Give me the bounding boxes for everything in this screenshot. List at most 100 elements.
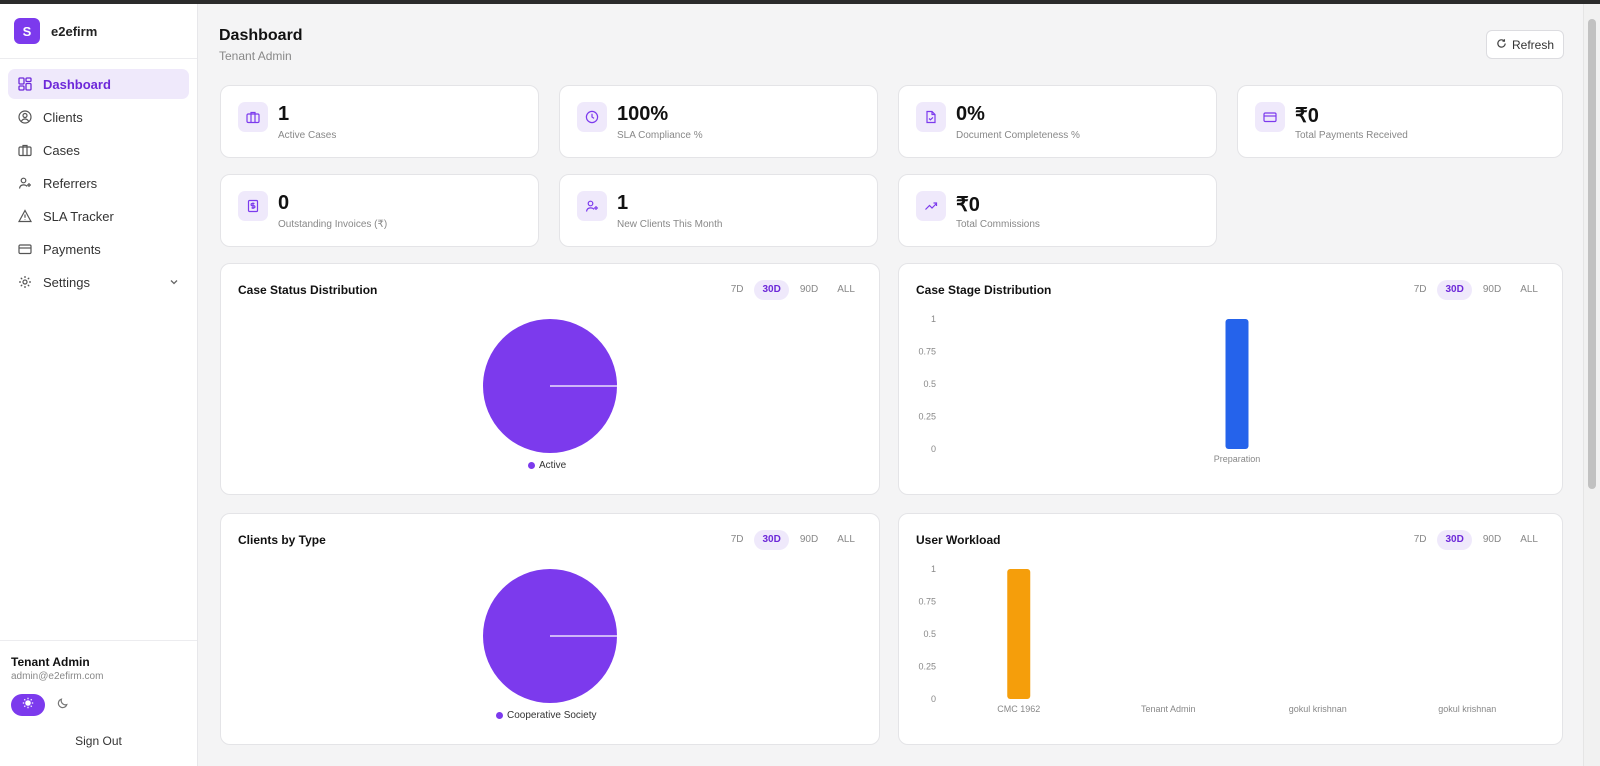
- bar-chart: 1 0.75 0.5 0.25 0 Preparation: [918, 314, 1261, 464]
- light-mode-button[interactable]: [11, 694, 45, 716]
- document-check-icon: [916, 102, 946, 132]
- range-filter: 7D 30D 90D ALL: [1403, 280, 1546, 300]
- gear-icon: [18, 275, 32, 289]
- range-filter: 7D 30D 90D ALL: [720, 280, 863, 300]
- x-tick-label: Tenant Admin: [1141, 704, 1196, 714]
- user-panel: Tenant Admin admin@e2efirm.com Sign Out: [0, 640, 197, 766]
- range-7d[interactable]: 7D: [1413, 284, 1427, 295]
- dark-mode-button[interactable]: [51, 694, 75, 716]
- briefcase-icon: [238, 102, 268, 132]
- chart-title: Case Stage Distribution: [916, 283, 1052, 297]
- stat-card-total-commissions: ₹0 Total Commissions: [898, 174, 1217, 247]
- legend-dot: [528, 462, 535, 469]
- range-all[interactable]: ALL: [837, 534, 855, 545]
- chart-title: Clients by Type: [238, 533, 326, 547]
- bar-chart: 1 0.75 0.5 0.25 0 CMC 1962 Tenant Admin gokul k…: [918, 564, 1496, 714]
- sidebar-item-label: SLA Tracker: [43, 208, 114, 224]
- range-filter: 7D 30D 90D ALL: [720, 530, 863, 550]
- stat-label: Total Commissions: [956, 219, 1040, 230]
- stat-value: 0: [278, 192, 290, 214]
- x-tick-label: gokul krishnan: [1438, 704, 1496, 714]
- clock-icon: [577, 102, 607, 132]
- stat-value: 100%: [617, 103, 669, 125]
- range-90d[interactable]: 90D: [1482, 534, 1502, 545]
- y-tick-label: 0.25: [918, 412, 936, 422]
- user-plus-icon: [18, 176, 32, 190]
- range-90d[interactable]: 90D: [799, 534, 819, 545]
- refresh-button[interactable]: Refresh: [1486, 30, 1564, 59]
- stat-value: 0%: [956, 103, 985, 125]
- y-tick-label: 0: [931, 694, 936, 704]
- page-subtitle: Tenant Admin: [219, 49, 292, 63]
- sign-out-button[interactable]: Sign Out: [75, 734, 122, 748]
- range-30d[interactable]: 30D: [1437, 530, 1472, 550]
- stat-value: 1: [278, 103, 290, 125]
- y-tick-label: 0.75: [918, 597, 936, 607]
- moon-icon: [57, 696, 69, 714]
- sidebar-item-clients[interactable]: Clients: [8, 102, 189, 132]
- sidebar-item-dashboard[interactable]: Dashboard: [8, 69, 189, 99]
- range-30d[interactable]: 30D: [754, 280, 789, 300]
- scrollbar-thumb[interactable]: [1588, 19, 1596, 489]
- stat-label: Document Completeness %: [956, 130, 1080, 141]
- sidebar-item-label: Clients: [43, 109, 83, 125]
- chart-title: Case Status Distribution: [238, 283, 378, 297]
- y-tick-label: 0.5: [923, 379, 936, 389]
- x-tick-label: CMC 1962: [997, 704, 1040, 714]
- range-filter: 7D 30D 90D ALL: [1403, 530, 1546, 550]
- sidebar-item-label: Referrers: [43, 175, 98, 191]
- sidebar: S e2efirm Dashboard Clients Cases Refer: [0, 4, 198, 766]
- theme-toggle: [11, 694, 186, 716]
- range-90d[interactable]: 90D: [1482, 284, 1502, 295]
- x-tick-label: gokul krishnan: [1289, 704, 1347, 714]
- sun-icon: [22, 696, 34, 714]
- sidebar-nav: Dashboard Clients Cases Referrers SLA Tr…: [0, 59, 197, 297]
- range-7d[interactable]: 7D: [730, 284, 744, 295]
- range-all[interactable]: ALL: [1520, 284, 1538, 295]
- sidebar-item-label: Cases: [43, 142, 80, 158]
- sidebar-item-settings[interactable]: Settings: [8, 267, 189, 297]
- bar[interactable]: [1225, 319, 1249, 449]
- range-30d[interactable]: 30D: [754, 530, 789, 550]
- user-plus-icon: [577, 191, 607, 221]
- stat-label: Active Cases: [278, 130, 337, 141]
- brand-logo: S: [14, 18, 40, 44]
- pie-chart: [483, 569, 617, 703]
- sidebar-item-referrers[interactable]: Referrers: [8, 168, 189, 198]
- sidebar-item-cases[interactable]: Cases: [8, 135, 189, 165]
- stat-label: New Clients This Month: [617, 219, 723, 230]
- range-7d[interactable]: 7D: [1413, 534, 1427, 545]
- legend-label: Cooperative Society: [507, 710, 597, 721]
- credit-card-icon: [1255, 102, 1285, 132]
- chevron-down-icon[interactable]: [169, 277, 179, 287]
- brand: S e2efirm: [0, 4, 197, 59]
- range-7d[interactable]: 7D: [730, 534, 744, 545]
- range-90d[interactable]: 90D: [799, 284, 819, 295]
- dashboard-icon: [18, 77, 32, 91]
- stat-value: ₹0: [956, 194, 980, 216]
- range-all[interactable]: ALL: [1520, 534, 1538, 545]
- range-all[interactable]: ALL: [837, 284, 855, 295]
- stat-label: SLA Compliance %: [617, 130, 703, 141]
- stat-card-total-payments: ₹0 Total Payments Received: [1237, 85, 1563, 158]
- stat-value: 1: [617, 192, 629, 214]
- sidebar-item-payments[interactable]: Payments: [8, 234, 189, 264]
- brand-name: e2efirm: [51, 23, 98, 39]
- warning-icon: [18, 209, 32, 223]
- pie-chart: [483, 319, 617, 453]
- x-tick-label: Preparation: [1214, 454, 1261, 464]
- invoice-icon: [238, 191, 268, 221]
- stat-card-active-cases: 1 Active Cases: [220, 85, 539, 158]
- scrollbar[interactable]: [1583, 4, 1600, 766]
- refresh-label: Refresh: [1511, 37, 1555, 52]
- y-tick-label: 1: [931, 314, 936, 324]
- user-circle-icon: [18, 110, 32, 124]
- range-30d[interactable]: 30D: [1437, 280, 1472, 300]
- sidebar-item-sla-tracker[interactable]: SLA Tracker: [8, 201, 189, 231]
- chart-card-clients-by-type: Clients by Type 7D 30D 90D ALL Cooperati…: [220, 513, 880, 745]
- user-email: admin@e2efirm.com: [11, 671, 104, 682]
- chart-card-user-workload: User Workload 7D 30D 90D ALL 1 0.75 0.5 0.2…: [898, 513, 1563, 745]
- y-tick-label: 0: [931, 444, 936, 454]
- bar[interactable]: [1007, 569, 1031, 699]
- page-title: Dashboard: [219, 27, 303, 44]
